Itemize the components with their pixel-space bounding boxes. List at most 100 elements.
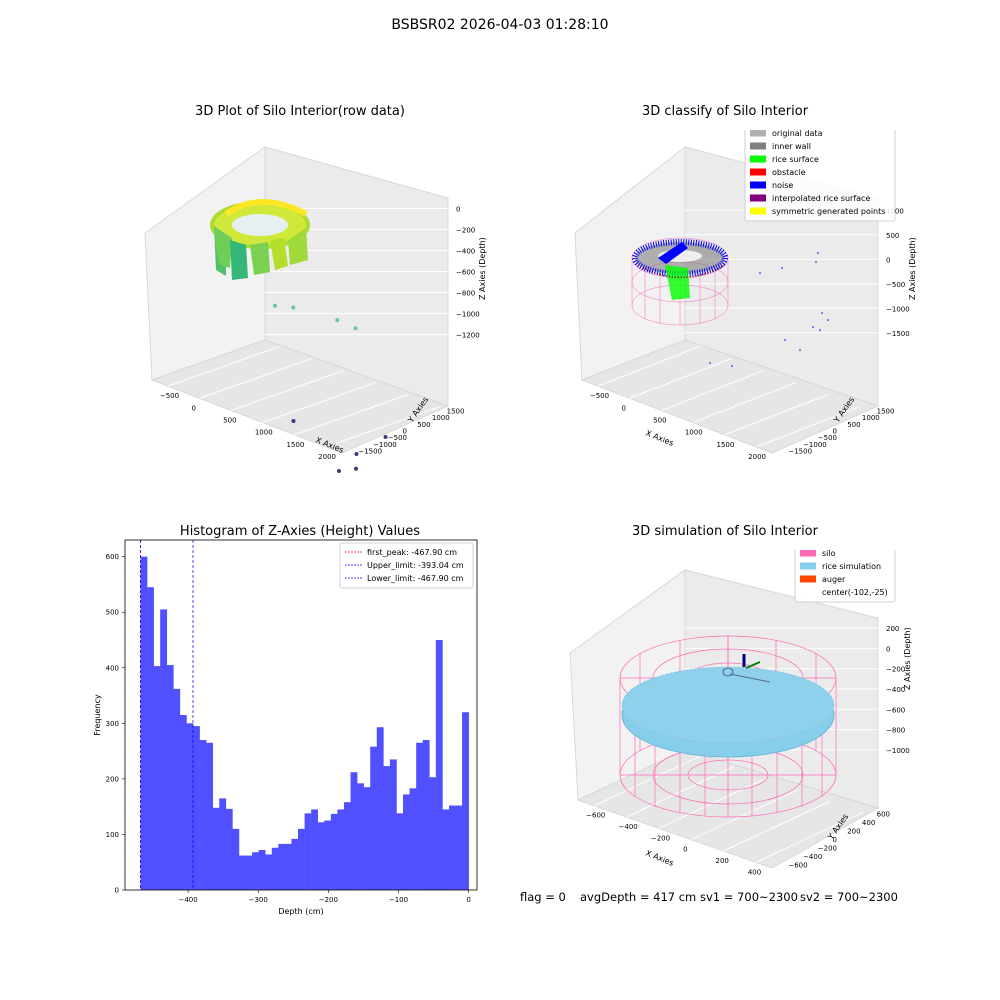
histogram-bar xyxy=(186,723,194,890)
noise-point xyxy=(827,319,829,321)
legend-swatch xyxy=(750,168,766,176)
legend-swatch xyxy=(800,550,816,557)
z-tick-label: −800 xyxy=(886,727,905,735)
legend-swatch xyxy=(750,194,766,202)
raw-3d-outliers xyxy=(273,303,388,473)
noise-point xyxy=(709,362,711,364)
z-tick-label: −200 xyxy=(456,227,475,235)
classify-3d-axis-ticks: −5000500100015002000−1500−1000−500050010… xyxy=(590,207,910,461)
x-tick-label: 500 xyxy=(223,416,236,424)
legend-box xyxy=(744,130,896,222)
y-tick-label: −400 xyxy=(803,853,822,861)
histogram-bar xyxy=(311,809,318,890)
histogram-bar xyxy=(324,820,332,890)
z-tick-label: 500 xyxy=(886,232,899,240)
y-tick-label: 1000 xyxy=(862,414,880,422)
x-tick-label: 1000 xyxy=(255,429,273,437)
histogram-bar xyxy=(442,809,450,890)
histogram-bar xyxy=(448,805,456,890)
histogram-bar xyxy=(363,787,371,890)
x-grid-line xyxy=(724,394,828,436)
legend-swatch xyxy=(750,181,766,189)
z-tick-label: −600 xyxy=(456,269,475,277)
histogram-bar xyxy=(265,854,273,890)
simulation-3d-xlabel: X Axies xyxy=(644,849,675,868)
legend-label: silo xyxy=(822,550,836,558)
panel2-title: 3D classify of Silo Interior xyxy=(641,104,809,119)
figure-title: BSBSR02 2026-04-03 01:28:10 xyxy=(391,17,609,33)
legend-label: noise xyxy=(772,181,793,190)
y-tick-label: 0 xyxy=(833,836,837,844)
classify-3d-points xyxy=(632,239,728,300)
y-tick-label: −1000 xyxy=(373,441,397,449)
histogram-bar xyxy=(258,850,266,890)
x-grid-line xyxy=(691,789,799,841)
histogram-bar xyxy=(166,665,174,890)
legend-label: center(-102,-25) xyxy=(822,588,888,597)
x-tick-label: −200 xyxy=(651,834,670,842)
x-tick-label: 1500 xyxy=(287,441,305,449)
outlier-point xyxy=(291,419,296,423)
classify-3d-noise xyxy=(709,252,829,367)
simulation-3d-legend: silo rice simulation auger center(-102,-25) xyxy=(794,550,896,603)
y-tick-label: 600 xyxy=(106,553,119,561)
legend-label: symmetric generated points xyxy=(772,207,885,216)
histogram-bar xyxy=(193,726,200,890)
histogram-bar xyxy=(173,688,181,890)
raw-3d-point-cloud xyxy=(210,199,310,280)
histogram-bar xyxy=(199,740,207,890)
histogram-bar xyxy=(206,742,213,890)
y-tick-label: 300 xyxy=(106,720,119,728)
x-tick-label: 0 xyxy=(622,404,626,412)
legend-swatch xyxy=(800,575,816,583)
x-grid-line xyxy=(262,382,377,424)
x-tick-label: 400 xyxy=(748,868,761,876)
x-grid-line xyxy=(199,357,313,399)
legend-label: auger xyxy=(822,575,846,584)
x-grid-line xyxy=(661,369,765,411)
legend-label: interpolated rice surface xyxy=(772,194,870,203)
z-tick-label: 0 xyxy=(886,645,890,653)
outlier-point xyxy=(335,318,340,323)
x-grid-line xyxy=(594,755,702,807)
legend-label: Lower_limit: -467.90 cm xyxy=(367,574,464,583)
noise-point xyxy=(731,365,733,367)
x-tick-label: −500 xyxy=(590,392,609,400)
raw-3d-grid xyxy=(167,208,450,448)
classify-3d-legend: original data inner wall rice surface obsta… xyxy=(744,130,896,222)
histogram-bar xyxy=(350,772,358,890)
y-tick-label: 500 xyxy=(847,421,860,429)
raw-3d-panes xyxy=(144,146,450,454)
x-tick-label: 2000 xyxy=(318,453,336,461)
z-tick-label: −200 xyxy=(886,666,905,674)
histogram-bar xyxy=(212,807,220,890)
z-tick-label: −1000 xyxy=(886,747,910,755)
histogram-bar xyxy=(455,805,463,890)
x-grid-line xyxy=(756,406,860,448)
classify-3d-zlabel: Z Axies (Depth) xyxy=(908,237,917,300)
y-tick-label: 1500 xyxy=(447,407,465,415)
histogram-vlines xyxy=(140,540,194,890)
outlier-point xyxy=(337,469,341,473)
status-sv1: sv1 = 700~2300 xyxy=(700,890,798,904)
y-tick-label: 0 xyxy=(403,428,407,436)
histogram-bar xyxy=(291,838,299,890)
panel4-title: 3D simulation of Silo Interior xyxy=(632,524,818,539)
x-tick-label: 2000 xyxy=(748,453,766,461)
raw-3d-axis-ticks: −5000500100015002000−1500−1000−500050010… xyxy=(160,206,480,461)
x-grid-line xyxy=(629,357,733,399)
noise-point xyxy=(799,349,801,351)
x-tick-label: 0 xyxy=(192,404,196,412)
y-tick-label: −500 xyxy=(818,434,837,442)
panel3-title: Histogram of Z-Axies (Height) Values xyxy=(179,524,421,539)
histogram-bar xyxy=(219,798,227,890)
histogram-bar xyxy=(252,852,259,890)
y-tick-label: 200 xyxy=(106,775,119,783)
histogram-bar xyxy=(179,715,187,890)
histogram-bar xyxy=(278,843,286,890)
histogram-chart: −400 −300 −200 −100 0 0 100 200 300 400 500 600 De… xyxy=(93,539,478,916)
histogram-xlabel: Depth (cm) xyxy=(278,907,323,916)
z-tick-label: −400 xyxy=(886,686,905,694)
histogram-bar xyxy=(416,742,424,890)
x-tick-label: −100 xyxy=(389,896,408,904)
